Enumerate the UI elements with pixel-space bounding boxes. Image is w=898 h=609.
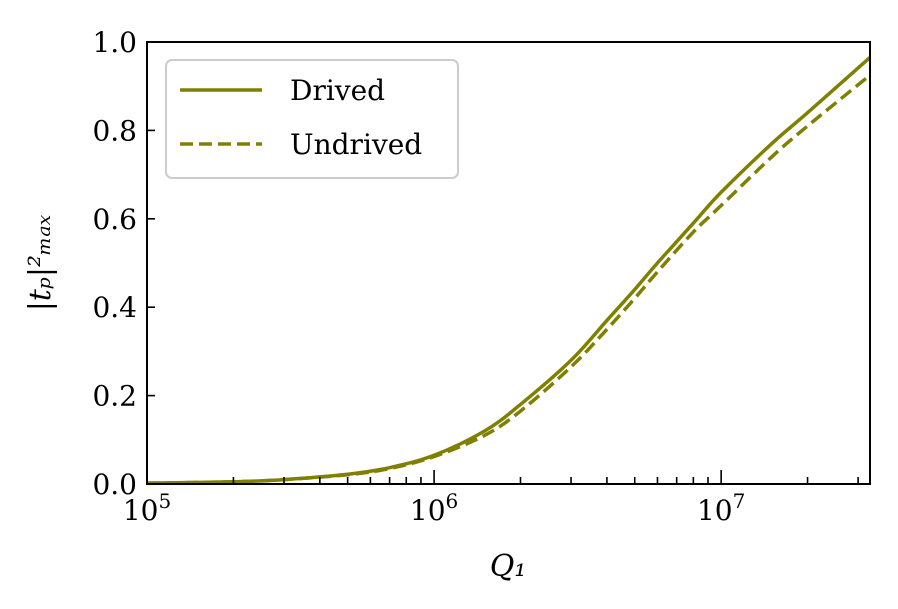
y-tick-label: 0.6 — [92, 203, 137, 236]
x-tick-label: 107 — [697, 489, 745, 527]
y-tick-label: 0.2 — [92, 380, 137, 413]
tick-labels: 0.0 0.2 0.4 0.6 0.8 1.0 105 106 107 — [92, 26, 745, 527]
y-tick-label: 1.0 — [92, 26, 137, 59]
legend-label-undrived: Undrived — [290, 128, 422, 161]
x-tick-label: 105 — [123, 489, 171, 527]
x-tick-label: 106 — [410, 489, 458, 527]
plot-frame — [146, 41, 871, 485]
y-tick-label: 0.0 — [92, 468, 137, 501]
axis-ticks — [146, 41, 859, 485]
y-tick-label: 0.4 — [92, 291, 137, 324]
legend-label-drived: Drived — [290, 74, 385, 107]
y-axis-label: |tₚ|²ₘₐₓ — [23, 214, 58, 311]
y-tick-label: 0.8 — [92, 114, 137, 147]
x-axis-label: Q₁ — [490, 549, 527, 584]
legend: Drived Undrived — [165, 59, 459, 179]
